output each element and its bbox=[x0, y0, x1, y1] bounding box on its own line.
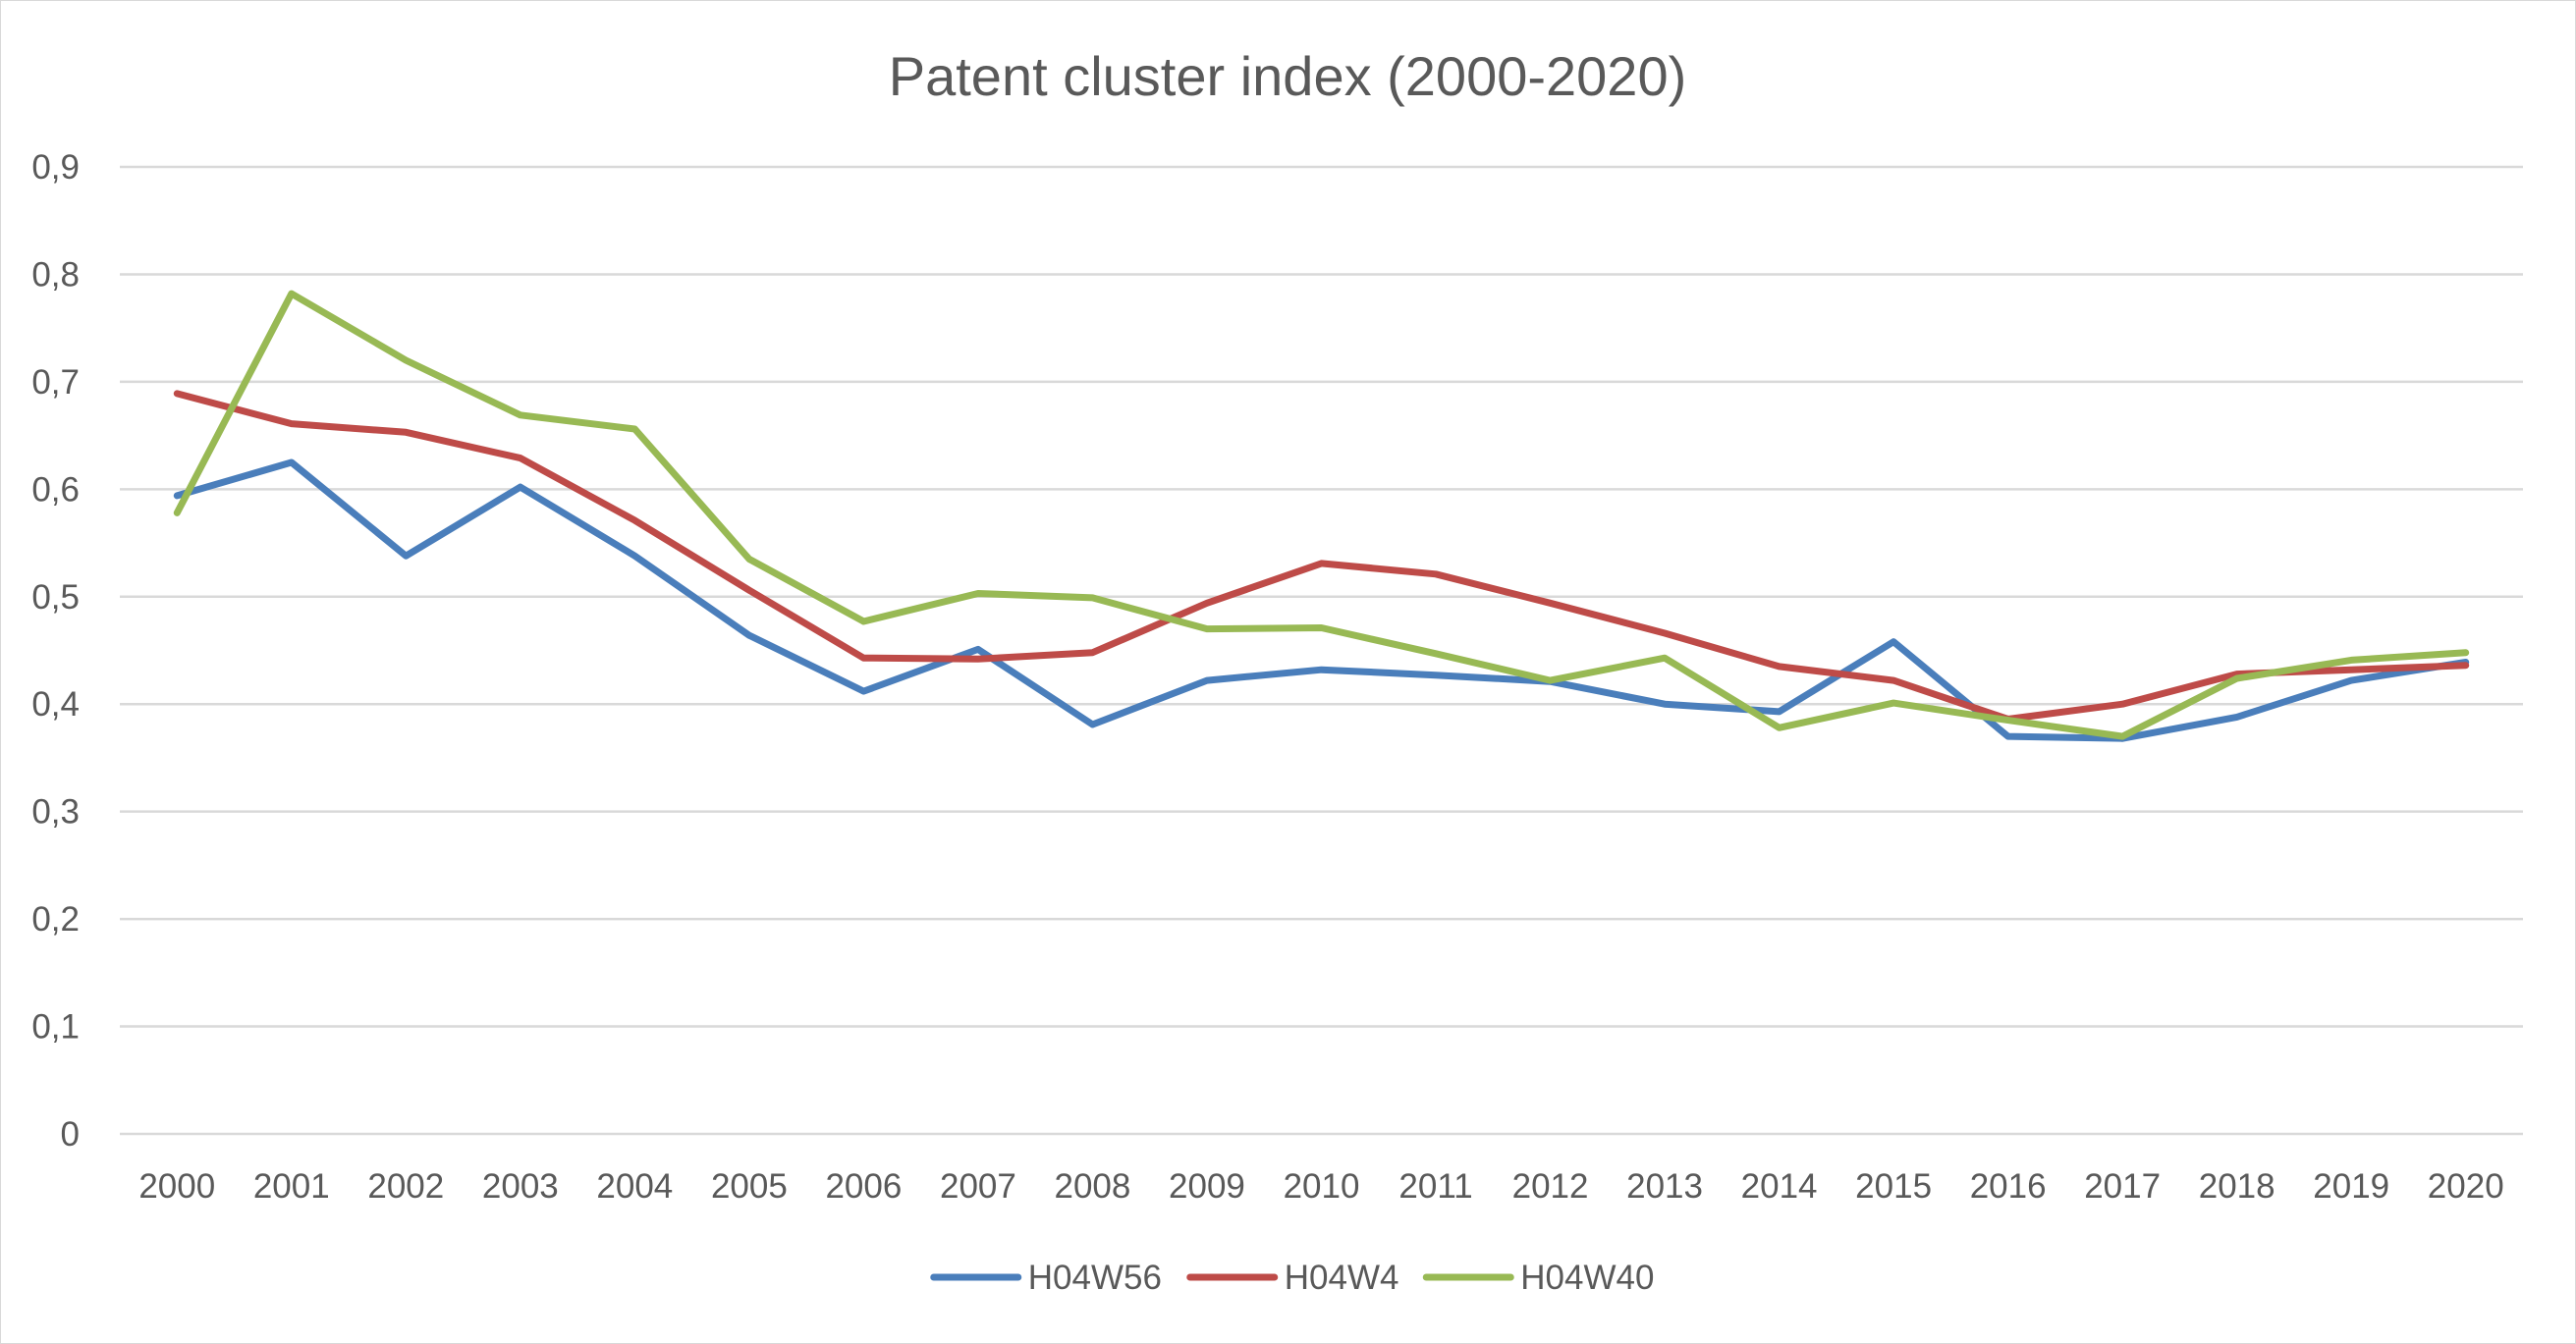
legend-label: H04W4 bbox=[1285, 1259, 1399, 1297]
x-tick-label: 2017 bbox=[2084, 1167, 2161, 1206]
x-tick-label: 2007 bbox=[940, 1167, 1016, 1206]
chart-title: Patent cluster index (2000-2020) bbox=[889, 45, 1687, 107]
gridlines bbox=[120, 167, 2523, 1134]
legend-item-h04w40: H04W40 bbox=[1426, 1259, 1654, 1297]
x-tick-label: 2010 bbox=[1284, 1167, 1360, 1206]
legend-label: H04W56 bbox=[1028, 1259, 1162, 1297]
x-tick-label: 2005 bbox=[711, 1167, 788, 1206]
y-tick-label: 0,1 bbox=[31, 1008, 80, 1047]
legend-item-h04w4: H04W4 bbox=[1190, 1259, 1399, 1297]
x-tick-label: 2016 bbox=[1970, 1167, 2047, 1206]
x-tick-label: 2001 bbox=[253, 1167, 330, 1206]
y-axis-tick-labels: 0 0,1 0,2 0,3 0,4 0,5 0,6 0,7 0,8 0,9 bbox=[31, 148, 80, 1154]
y-tick-label: 0,8 bbox=[31, 255, 80, 294]
x-tick-label: 2008 bbox=[1055, 1167, 1131, 1206]
x-tick-label: 2000 bbox=[138, 1167, 215, 1206]
y-tick-label: 0 bbox=[61, 1115, 80, 1154]
y-tick-label: 0,5 bbox=[31, 578, 80, 617]
y-tick-label: 0,3 bbox=[31, 793, 80, 832]
x-tick-label: 2011 bbox=[1398, 1167, 1472, 1206]
x-tick-label: 2003 bbox=[482, 1167, 559, 1206]
x-tick-label: 2002 bbox=[367, 1167, 444, 1206]
x-tick-label: 2014 bbox=[1741, 1167, 1818, 1206]
x-tick-label: 2018 bbox=[2199, 1167, 2275, 1206]
series-line-h04w56 bbox=[177, 462, 2465, 738]
x-tick-label: 2004 bbox=[596, 1167, 673, 1206]
x-axis-tick-labels: 2000 2001 2002 2003 2004 2005 2006 2007 2008 2009… bbox=[138, 1167, 2503, 1206]
x-tick-label: 2019 bbox=[2313, 1167, 2389, 1206]
x-tick-label: 2012 bbox=[1512, 1167, 1589, 1206]
x-tick-label: 2015 bbox=[1855, 1167, 1932, 1206]
y-tick-label: 0,7 bbox=[31, 363, 80, 402]
x-tick-label: 2006 bbox=[825, 1167, 902, 1206]
y-tick-label: 0,2 bbox=[31, 900, 80, 939]
x-tick-label: 2020 bbox=[2428, 1167, 2504, 1206]
legend-label: H04W40 bbox=[1520, 1259, 1654, 1297]
x-tick-label: 2013 bbox=[1626, 1167, 1703, 1206]
x-tick-label: 2009 bbox=[1169, 1167, 1245, 1206]
legend-item-h04w56: H04W56 bbox=[934, 1259, 1162, 1297]
y-tick-label: 0,4 bbox=[31, 685, 80, 724]
y-tick-label: 0,9 bbox=[31, 148, 80, 187]
y-tick-label: 0,6 bbox=[31, 470, 80, 509]
series-lines bbox=[177, 294, 2465, 738]
legend: H04W56 H04W4 H04W40 bbox=[934, 1259, 1655, 1297]
